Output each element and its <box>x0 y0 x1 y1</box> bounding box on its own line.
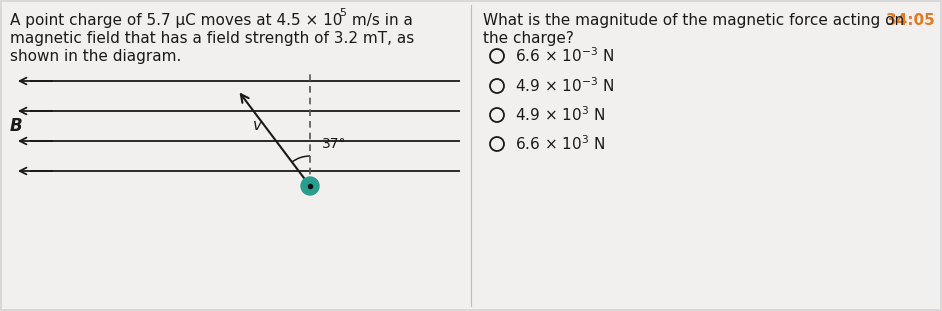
Text: 4.9 $\times$ 10$^{3}$ N: 4.9 $\times$ 10$^{3}$ N <box>515 106 606 124</box>
Text: magnetic field that has a field strength of 3.2 mT, as: magnetic field that has a field strength… <box>10 31 414 46</box>
Text: What is the magnitude of the magnetic force acting on: What is the magnitude of the magnetic fo… <box>483 13 904 28</box>
Text: shown in the diagram.: shown in the diagram. <box>10 49 182 64</box>
Circle shape <box>301 177 319 195</box>
Text: 5: 5 <box>339 8 346 18</box>
Text: 37°: 37° <box>322 137 347 151</box>
Text: 4.9 $\times$ 10$^{-3}$ N: 4.9 $\times$ 10$^{-3}$ N <box>515 77 614 95</box>
Text: m/s in a: m/s in a <box>347 13 413 28</box>
Text: the charge?: the charge? <box>483 31 574 46</box>
Text: 6.6 $\times$ 10$^{-3}$ N: 6.6 $\times$ 10$^{-3}$ N <box>515 47 614 65</box>
Text: A point charge of 5.7 μC moves at 4.5 × 10: A point charge of 5.7 μC moves at 4.5 × … <box>10 13 342 28</box>
Text: 34:05: 34:05 <box>886 13 935 28</box>
Text: B: B <box>10 117 23 135</box>
Text: 6.6 $\times$ 10$^{3}$ N: 6.6 $\times$ 10$^{3}$ N <box>515 135 606 153</box>
Text: v: v <box>252 118 262 133</box>
